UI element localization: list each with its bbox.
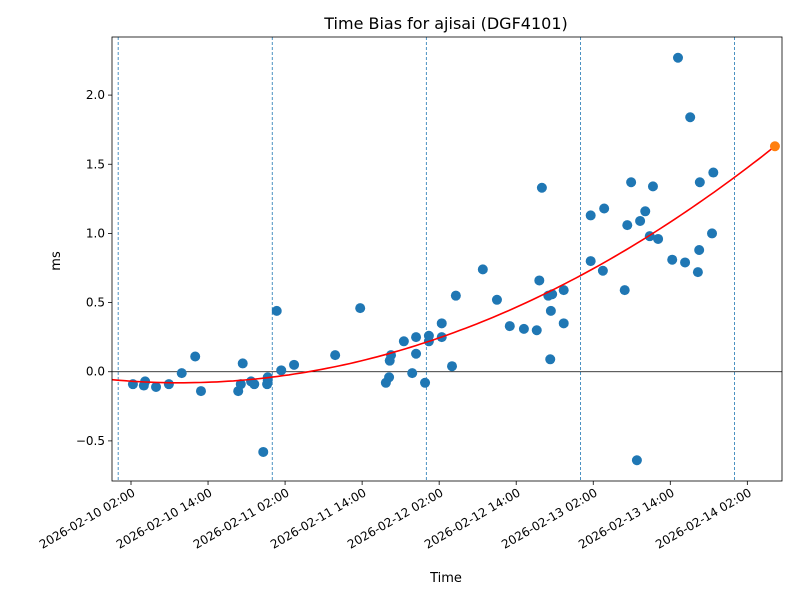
prediction-point — [769, 141, 780, 152]
data-point — [355, 303, 366, 314]
data-point — [619, 285, 630, 296]
data-point — [585, 256, 596, 267]
data-point — [597, 265, 608, 276]
data-point — [534, 275, 545, 286]
data-point — [384, 372, 395, 383]
data-point — [585, 210, 596, 221]
y-tick-label: −0.5 — [76, 434, 105, 448]
data-point — [235, 379, 246, 390]
data-point — [518, 323, 529, 334]
data-point — [138, 380, 149, 391]
data-point — [531, 325, 542, 336]
data-point — [407, 368, 418, 379]
data-point — [330, 350, 341, 361]
data-point — [694, 177, 705, 188]
data-point — [420, 377, 431, 388]
data-point — [631, 455, 642, 466]
data-point — [599, 203, 610, 214]
data-point — [692, 267, 703, 278]
data-point — [398, 336, 409, 347]
data-point — [411, 332, 422, 343]
y-tick-label: 1.5 — [86, 157, 105, 171]
data-point — [190, 351, 201, 362]
data-point — [558, 318, 569, 329]
data-point — [680, 257, 691, 268]
data-point — [635, 215, 646, 226]
data-point — [258, 446, 269, 457]
data-point — [685, 112, 696, 123]
data-point — [411, 348, 422, 359]
data-point — [694, 245, 705, 256]
data-point — [289, 359, 300, 370]
data-point — [163, 379, 174, 390]
data-point — [647, 181, 658, 192]
y-tick-label: 0.5 — [86, 296, 105, 310]
data-point — [271, 305, 282, 316]
data-point — [477, 264, 488, 275]
data-point — [536, 182, 547, 193]
data-point — [491, 294, 502, 305]
data-point — [151, 381, 162, 392]
data-point — [450, 290, 461, 301]
data-point — [237, 358, 248, 369]
y-tick-label: 0.0 — [86, 365, 105, 379]
data-point — [545, 354, 556, 365]
fit-curve — [111, 145, 776, 384]
data-point — [195, 386, 206, 397]
data-point — [708, 167, 719, 178]
data-point — [436, 318, 447, 329]
y-tick-label: 1.0 — [86, 226, 105, 240]
data-point — [640, 206, 651, 217]
data-point — [504, 321, 515, 332]
x-axis-label: Time — [429, 571, 462, 586]
data-point — [626, 177, 637, 188]
axes-frame — [111, 36, 783, 482]
data-point — [276, 365, 287, 376]
y-axis-label: ms — [49, 251, 64, 271]
y-tick-label: 2.0 — [86, 88, 105, 102]
data-point — [653, 233, 664, 244]
data-point — [558, 285, 569, 296]
data-point — [672, 52, 683, 63]
data-point — [249, 379, 260, 390]
data-point — [667, 254, 678, 265]
data-point — [447, 361, 458, 372]
data-point — [545, 305, 556, 316]
data-point — [176, 368, 187, 379]
chart-title: Time Bias for ajisai (DGF4101) — [323, 14, 567, 33]
data-point — [622, 220, 633, 231]
data-point — [707, 228, 718, 239]
